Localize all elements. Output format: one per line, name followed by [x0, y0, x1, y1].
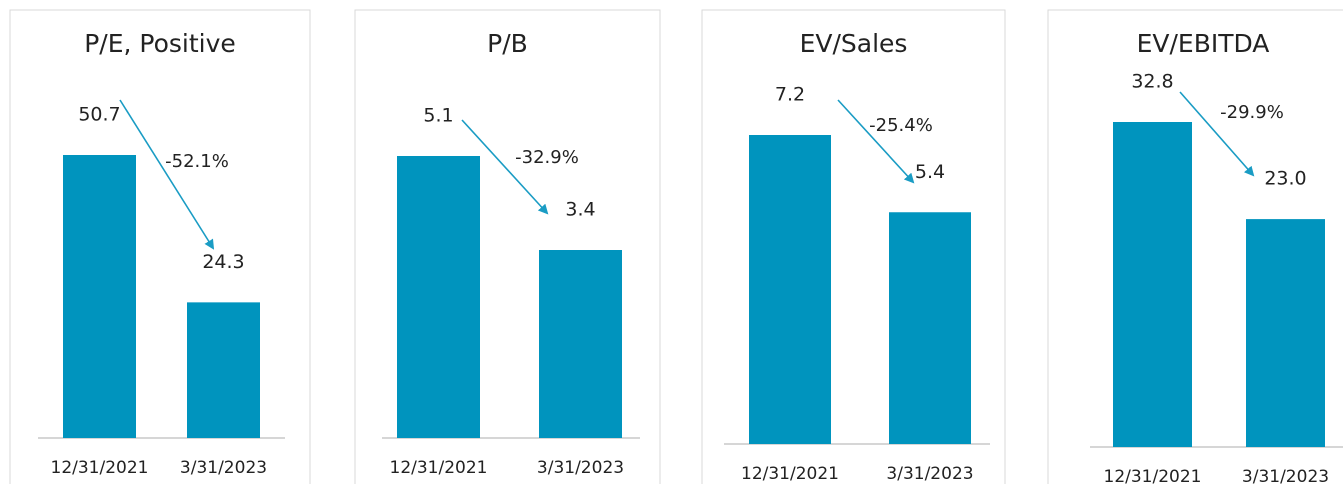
category-label: 3/31/2023: [180, 458, 267, 478]
bar: [1113, 122, 1192, 447]
category-label: 12/31/2021: [390, 458, 488, 478]
change-arrow: [461, 119, 549, 215]
change-annotation: -32.9%: [515, 147, 579, 168]
category-label: 12/31/2021: [1104, 467, 1202, 484]
change-arrow: [837, 99, 915, 184]
panel: [9, 9, 311, 484]
value-label: 5.1: [423, 105, 453, 127]
panel: [354, 9, 661, 484]
change-annotation: -29.9%: [1220, 102, 1284, 123]
change-arrow: [1179, 91, 1255, 177]
bar: [1246, 219, 1325, 447]
panel-title: EV/EBITDA: [1137, 29, 1270, 58]
panel-title: EV/Sales: [800, 29, 908, 58]
value-label: 7.2: [775, 84, 805, 106]
bar: [397, 156, 480, 438]
value-label: 24.3: [202, 251, 244, 273]
panel-title: P/E, Positive: [84, 29, 236, 58]
category-label: 3/31/2023: [537, 458, 624, 478]
value-label: 5.4: [915, 161, 945, 183]
panel: [701, 9, 1006, 484]
category-label: 12/31/2021: [51, 458, 149, 478]
change-arrow: [119, 99, 215, 250]
panel: [1047, 9, 1343, 484]
bar: [63, 155, 136, 438]
category-label: 12/31/2021: [741, 464, 839, 484]
bar: [187, 302, 260, 438]
category-label: 3/31/2023: [1242, 467, 1329, 484]
bar: [749, 135, 831, 444]
value-label: 3.4: [565, 199, 595, 221]
change-annotation: -52.1%: [165, 151, 229, 172]
change-annotation: -25.4%: [869, 115, 933, 136]
value-label: 23.0: [1264, 168, 1306, 190]
category-label: 3/31/2023: [886, 464, 973, 484]
bar: [889, 212, 971, 444]
value-label: 32.8: [1131, 71, 1173, 93]
panel-title: P/B: [487, 29, 528, 58]
value-label: 50.7: [78, 104, 120, 126]
bar: [539, 250, 622, 438]
